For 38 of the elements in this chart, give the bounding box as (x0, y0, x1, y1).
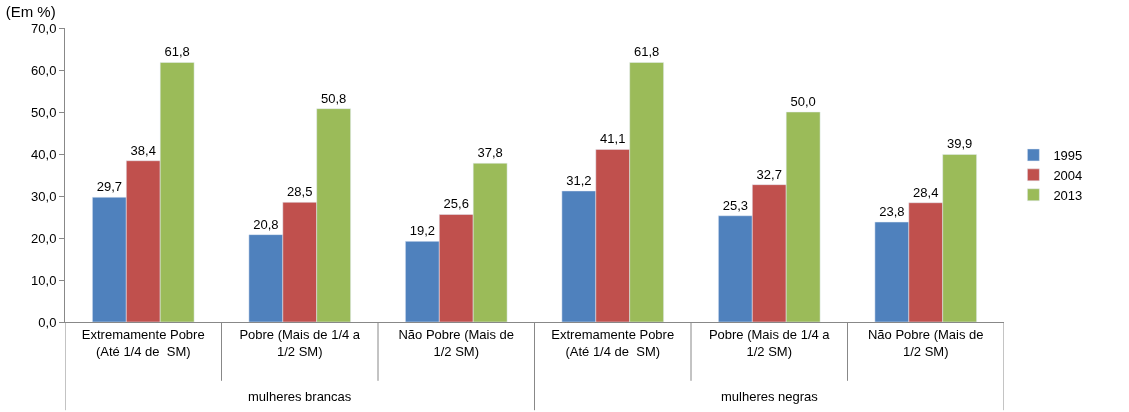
y-tick-label: 50,0 (31, 104, 57, 120)
y-tick-label: 30,0 (31, 188, 57, 204)
data-label: 61,8 (634, 44, 660, 60)
data-label: 31,2 (566, 172, 592, 188)
legend-label: 2013 (1053, 187, 1083, 203)
y-tick-label: 40,0 (31, 146, 57, 162)
data-label: 50,8 (321, 90, 347, 106)
x-tick-label: Extremamente Pobre (Até 1/4 de SM) (551, 326, 675, 359)
x-tick-label: Extremamente Pobre (Até 1/4 de SM) (81, 326, 205, 359)
data-label: 50,0 (790, 94, 816, 109)
y-tick-label: 20,0 (31, 230, 57, 246)
legend-label: 1995 (1053, 148, 1083, 164)
data-label: 25,3 (722, 197, 748, 213)
data-label: 41,1 (600, 131, 626, 147)
x-tick-label: Não Pobre (Mais de 1/2 SM) (398, 326, 515, 359)
x-tick-label: Pobre (Mais de 1/4 a 1/2 SM) (708, 326, 831, 359)
y-tick-label: 10,0 (31, 272, 57, 288)
x-tick-label: Pobre (Mais de 1/4 a 1/2 SM) (239, 326, 361, 359)
data-label: 61,8 (164, 44, 190, 60)
text: mulheres brancas (248, 389, 352, 404)
data-label: 25,6 (443, 196, 469, 212)
data-label: 39,9 (947, 136, 973, 152)
data-label: 29,7 (96, 179, 122, 195)
legend-label: 2004 (1053, 167, 1083, 183)
y-tick-label: 0,0 (38, 314, 57, 330)
y-tick-label: 70,0 (31, 20, 57, 36)
text: mulheres negras (721, 389, 819, 404)
chart-title: (Em %) (5, 2, 56, 20)
data-label: 19,2 (409, 223, 435, 239)
x-tick-label: Não Pobre (Mais de 1/2 SM) (867, 326, 984, 359)
data-label: 38,4 (130, 142, 156, 158)
data-label: 20,8 (253, 216, 279, 232)
data-label: 28,4 (913, 184, 939, 200)
data-label: 37,8 (477, 145, 503, 161)
data-label: 23,8 (879, 204, 905, 220)
data-label: 32,7 (756, 166, 782, 182)
y-tick-label: 60,0 (31, 62, 57, 78)
data-label: 28,5 (287, 184, 313, 200)
